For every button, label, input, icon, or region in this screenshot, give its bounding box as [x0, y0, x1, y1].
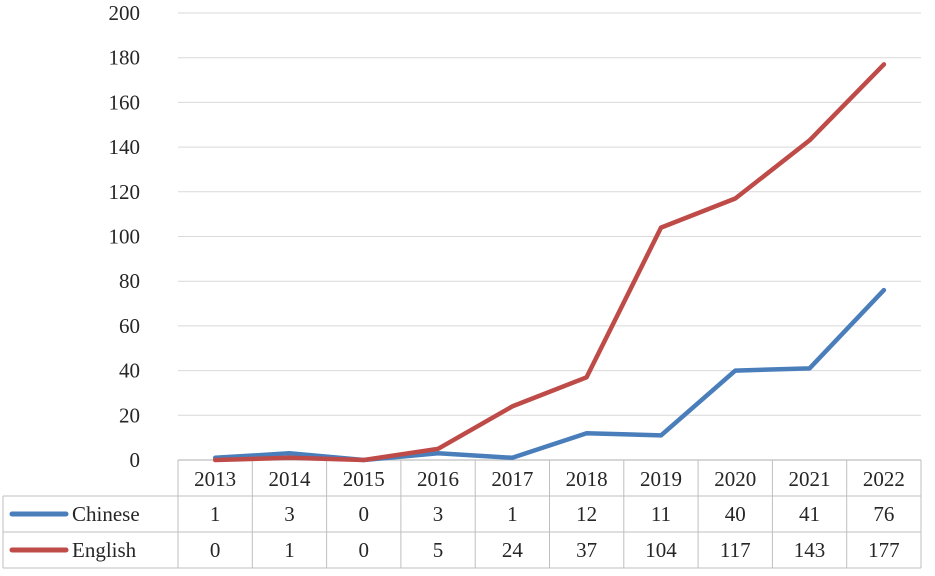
y-tick-label: 100 — [109, 225, 141, 249]
series-line-chinese — [212, 287, 887, 463]
y-tick-label: 140 — [109, 135, 141, 159]
y-tick-label: 0 — [130, 448, 141, 472]
x-tick-label: 2016 — [417, 467, 459, 491]
gridlines — [178, 12, 921, 416]
table-cell-value: 3 — [284, 502, 295, 526]
y-tick-label: 160 — [109, 90, 141, 114]
table-cell-value: 5 — [433, 538, 444, 562]
table-cell-value: 12 — [576, 502, 597, 526]
table-cell-value: 0 — [359, 538, 370, 562]
data-table: 2013 2014 2015 2016 2017 2018 2019 2020 2021 2022… — [2, 459, 922, 569]
table-cell-value: 1 — [284, 538, 295, 562]
table-cell-value: 1 — [507, 502, 518, 526]
table-cell-value: 3 — [433, 502, 444, 526]
x-tick-label: 2018 — [566, 467, 608, 491]
y-tick-label: 200 — [109, 1, 141, 25]
table-cell-value: 0 — [210, 538, 221, 562]
table-cell-value: 37 — [576, 538, 597, 562]
y-tick-label: 60 — [119, 314, 140, 338]
table-cell-value: 24 — [502, 538, 524, 562]
table-cell-value: 41 — [799, 502, 820, 526]
y-tick-label: 180 — [109, 46, 141, 70]
x-tick-label: 2020 — [714, 467, 756, 491]
table-cell-value: 40 — [725, 502, 746, 526]
x-tick-label: 2019 — [640, 467, 682, 491]
table-cell-value: 117 — [720, 538, 751, 562]
x-tick-label: 2013 — [194, 467, 236, 491]
y-axis-tick-labels: 0 20 40 60 80 100 120 140 160 180 200 — [109, 1, 141, 472]
y-tick-label: 40 — [119, 359, 140, 383]
table-cell-value: 177 — [868, 538, 900, 562]
y-tick-label: 120 — [109, 180, 141, 204]
x-tick-label: 2014 — [268, 467, 311, 491]
y-tick-label: 80 — [119, 269, 140, 293]
legend-label-chinese: Chinese — [72, 502, 140, 526]
x-tick-label: 2021 — [789, 467, 831, 491]
series-lines — [212, 62, 887, 463]
x-tick-label: 2015 — [343, 467, 385, 491]
y-tick-label: 20 — [119, 403, 140, 427]
legend-label-english: English — [72, 538, 137, 562]
table-cell-value: 76 — [873, 502, 894, 526]
table-cell-value: 1 — [210, 502, 221, 526]
table-cell-value: 143 — [794, 538, 826, 562]
x-tick-label: 2022 — [863, 467, 905, 491]
x-tick-label: 2017 — [491, 467, 533, 491]
table-cell-value: 11 — [651, 502, 671, 526]
table-cell-value: 104 — [645, 538, 677, 562]
series-line-english — [212, 62, 887, 463]
table-cell-value: 0 — [359, 502, 370, 526]
